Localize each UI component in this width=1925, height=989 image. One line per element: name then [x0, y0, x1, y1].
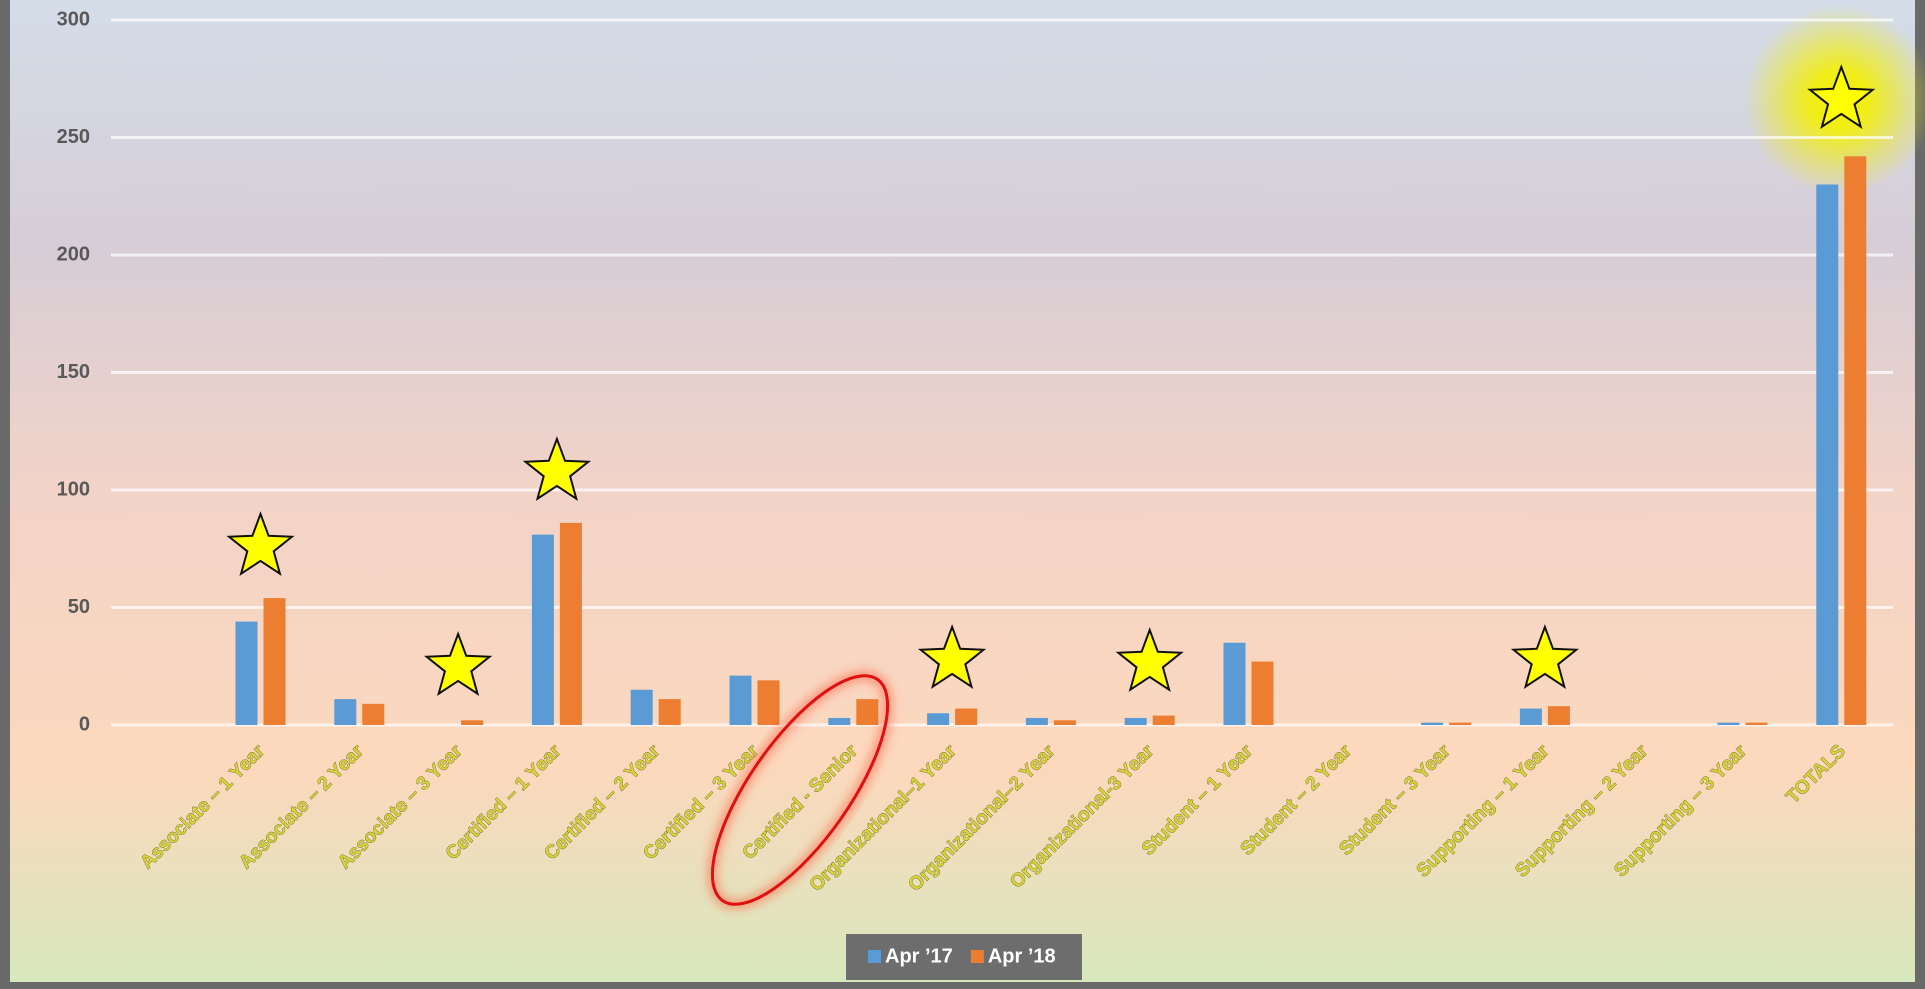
- bar: [1519, 708, 1542, 725]
- legend-label: Apr ’18: [988, 945, 1056, 967]
- bar: [1745, 722, 1768, 725]
- legend-swatch: [868, 950, 881, 963]
- star: [226, 511, 295, 577]
- y-tick-label: 250: [57, 126, 90, 148]
- bar: [362, 703, 385, 725]
- legend-label: Apr ’17: [885, 945, 953, 967]
- y-tick-label: 200: [57, 243, 90, 265]
- bar: [757, 680, 780, 725]
- y-tick-label: 100: [57, 478, 90, 500]
- y-tick-label: 50: [68, 596, 90, 618]
- y-tick-label: 0: [79, 713, 90, 735]
- bar: [1449, 722, 1472, 725]
- bar: [235, 621, 258, 725]
- bar: [559, 522, 582, 725]
- bar: [1816, 184, 1839, 725]
- star: [1510, 624, 1580, 690]
- star: [1115, 627, 1184, 693]
- bar: [927, 713, 950, 725]
- bar: [729, 675, 752, 725]
- bar: [334, 699, 357, 725]
- legend: [846, 934, 1082, 980]
- bar: [630, 689, 653, 725]
- bar: [955, 708, 978, 725]
- y-tick-label: 300: [57, 8, 90, 30]
- bar: [1547, 706, 1570, 725]
- bar: [1251, 661, 1274, 725]
- bar: [828, 717, 851, 725]
- star: [1807, 64, 1876, 130]
- bar: [1844, 156, 1867, 726]
- bar: [856, 699, 879, 725]
- bar: [1053, 720, 1076, 725]
- bar: [1717, 722, 1740, 725]
- star: [423, 631, 493, 697]
- legend-swatch: [970, 950, 984, 963]
- star: [917, 624, 987, 690]
- bar: [658, 699, 681, 725]
- bar: [1421, 722, 1444, 725]
- bar: [1223, 642, 1246, 725]
- highlight-ellipse: [710, 674, 890, 906]
- y-tick-label: 150: [57, 361, 90, 383]
- bar: [1152, 715, 1175, 725]
- bar: [1124, 717, 1147, 725]
- bar: [531, 534, 554, 725]
- bar: [263, 598, 286, 725]
- bar: [461, 720, 484, 725]
- bar: [1025, 717, 1048, 725]
- star: [522, 436, 592, 502]
